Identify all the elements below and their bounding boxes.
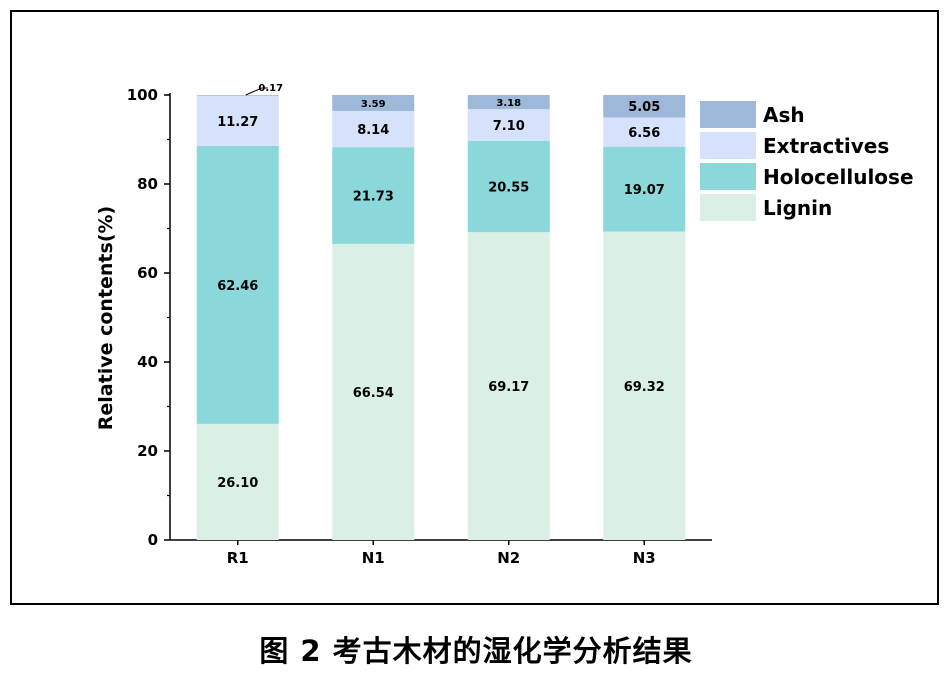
figure-frame — [10, 10, 939, 605]
y-tick-label: 20 — [137, 442, 158, 460]
data-label: 11.27 — [217, 115, 258, 130]
bar-segment-extractives — [332, 110, 415, 148]
bar-segment-lignin — [196, 423, 279, 540]
legend-label-holocellulose: Holocellulose — [763, 165, 914, 189]
bar-segment-holocellulose — [196, 145, 279, 424]
y-tick-label: 40 — [137, 353, 158, 371]
stacked-bar-chart: 0 20 40 60 80 100 R1 N1 N2 N3 26.10 62.46 11.27 0.17… — [95, 83, 914, 567]
bar-segment-lignin — [332, 243, 415, 540]
legend-label-ash: Ash — [763, 103, 805, 127]
bar-segment-extractives — [603, 117, 686, 147]
legend: Ash Extractives Holocellulose Lignin — [700, 101, 914, 221]
data-label: 7.10 — [493, 119, 525, 134]
legend-swatch-ash — [700, 101, 756, 128]
bar-segment-holocellulose — [332, 147, 415, 244]
y-axis-label: Relative contents(%) — [95, 206, 117, 430]
data-label: 0.17 — [258, 83, 283, 94]
data-label: 3.59 — [361, 99, 386, 110]
x-tick-label: N1 — [362, 549, 385, 567]
bar-segment-ash — [196, 95, 279, 96]
x-tick-label: N3 — [633, 549, 656, 567]
legend-label-lignin: Lignin — [763, 196, 832, 220]
data-label: 69.17 — [488, 380, 529, 395]
data-label: 20.55 — [488, 180, 529, 195]
data-label: 21.73 — [353, 190, 394, 205]
legend-swatch-extractives — [700, 132, 756, 159]
bars — [196, 95, 686, 541]
y-tick-label: 80 — [137, 175, 158, 193]
data-label: 62.46 — [217, 279, 258, 294]
data-label: 8.14 — [357, 123, 389, 138]
data-label: 3.18 — [496, 98, 521, 109]
bar-segment-extractives — [196, 95, 279, 146]
x-tick-label: R1 — [227, 549, 249, 567]
y-tick-label: 0 — [148, 531, 158, 549]
bar-segment-holocellulose — [603, 146, 686, 232]
y-tick-label: 100 — [127, 86, 158, 104]
figure-caption: 图 2 考古木材的湿化学分析结果 — [259, 634, 693, 668]
bar-segment-lignin — [603, 231, 686, 540]
leader-line — [245, 87, 262, 96]
data-label: 26.10 — [217, 476, 258, 491]
legend-swatch-lignin — [700, 194, 756, 221]
bar-segment-lignin — [467, 232, 550, 541]
data-label: 5.05 — [628, 100, 660, 115]
bar-segment-ash — [467, 95, 550, 110]
data-labels: 26.10 62.46 11.27 0.17 66.54 21.73 8.14 3.59 69.… — [217, 83, 665, 491]
bar-segment-holocellulose — [467, 140, 550, 233]
legend-swatch-holocellulose — [700, 163, 756, 190]
bar-segment-ash — [332, 95, 415, 111]
data-label: 6.56 — [628, 126, 660, 141]
legend-label-extractives: Extractives — [763, 134, 889, 158]
data-label: 69.32 — [624, 380, 665, 395]
x-tick-label: N2 — [497, 549, 520, 567]
data-label: 19.07 — [624, 183, 665, 198]
bar-segment-ash — [603, 95, 686, 118]
bar-segment-extractives — [467, 109, 550, 141]
y-tick-label: 60 — [137, 264, 158, 282]
data-label: 66.54 — [353, 386, 394, 401]
